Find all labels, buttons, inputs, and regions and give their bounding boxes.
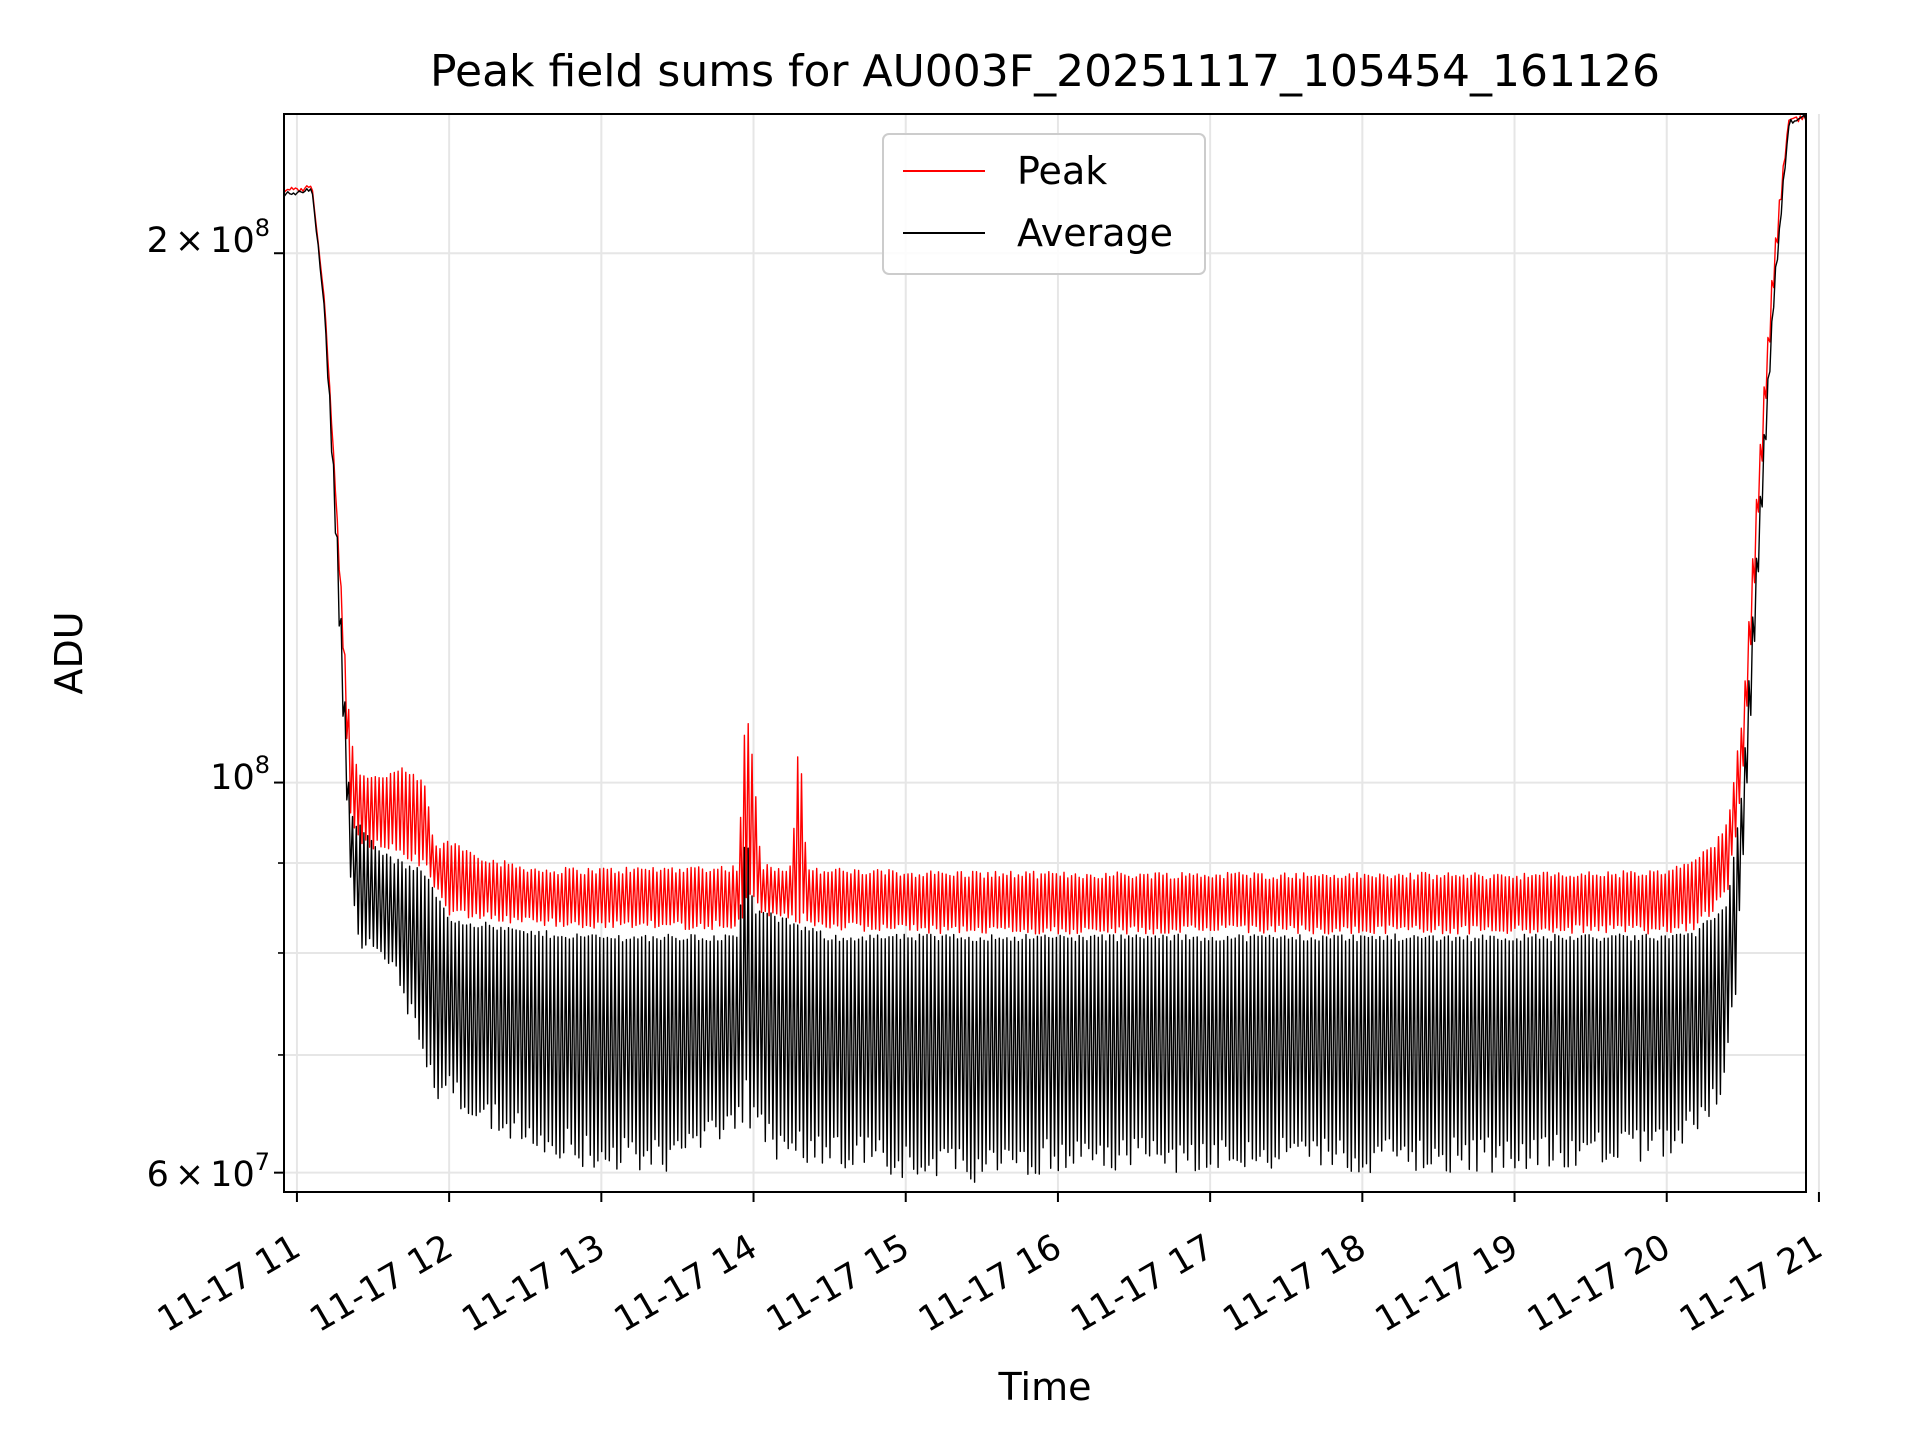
legend-box: [882, 133, 1206, 275]
x-tick-label: 11-17 14: [608, 1227, 764, 1340]
x-tick-label: 11-17 15: [760, 1227, 916, 1340]
chart-title: Peak field sums for AU003F_20251117_1054…: [430, 46, 1660, 97]
y-axis-label: ADU: [47, 611, 91, 694]
x-tick-label: 11-17 13: [456, 1227, 612, 1340]
series-line-peak: [284, 114, 1806, 935]
x-axis-label: Time: [998, 1365, 1092, 1409]
legend-peak-label: Peak: [1017, 149, 1107, 193]
legend-average-label: Average: [1017, 211, 1173, 255]
y-tick-label-6e7: 6 × 107: [147, 1148, 270, 1195]
plot-frame: [283, 113, 1807, 1193]
x-tick-label: 11-17 18: [1217, 1227, 1373, 1340]
series-line-average: [284, 114, 1806, 1183]
y-tick-label-2e8: 2 × 108: [147, 214, 270, 261]
x-tick-label: 11-17 19: [1369, 1227, 1525, 1340]
x-tick-label: 11-17 17: [1064, 1227, 1220, 1340]
x-tick-label: 11-17 12: [303, 1227, 459, 1340]
x-tick-label: 11-17 16: [912, 1227, 1068, 1340]
legend: Peak Average: [882, 133, 1206, 275]
series-layer: [284, 114, 1806, 1183]
x-tick-label: 11-17 11: [151, 1227, 307, 1340]
y-axis-ticks: [274, 252, 284, 1174]
y-tick-label-1e8: 108: [210, 751, 270, 798]
x-tick-label: 11-17 21: [1673, 1227, 1829, 1340]
x-tick-label: 11-17 20: [1521, 1227, 1677, 1340]
